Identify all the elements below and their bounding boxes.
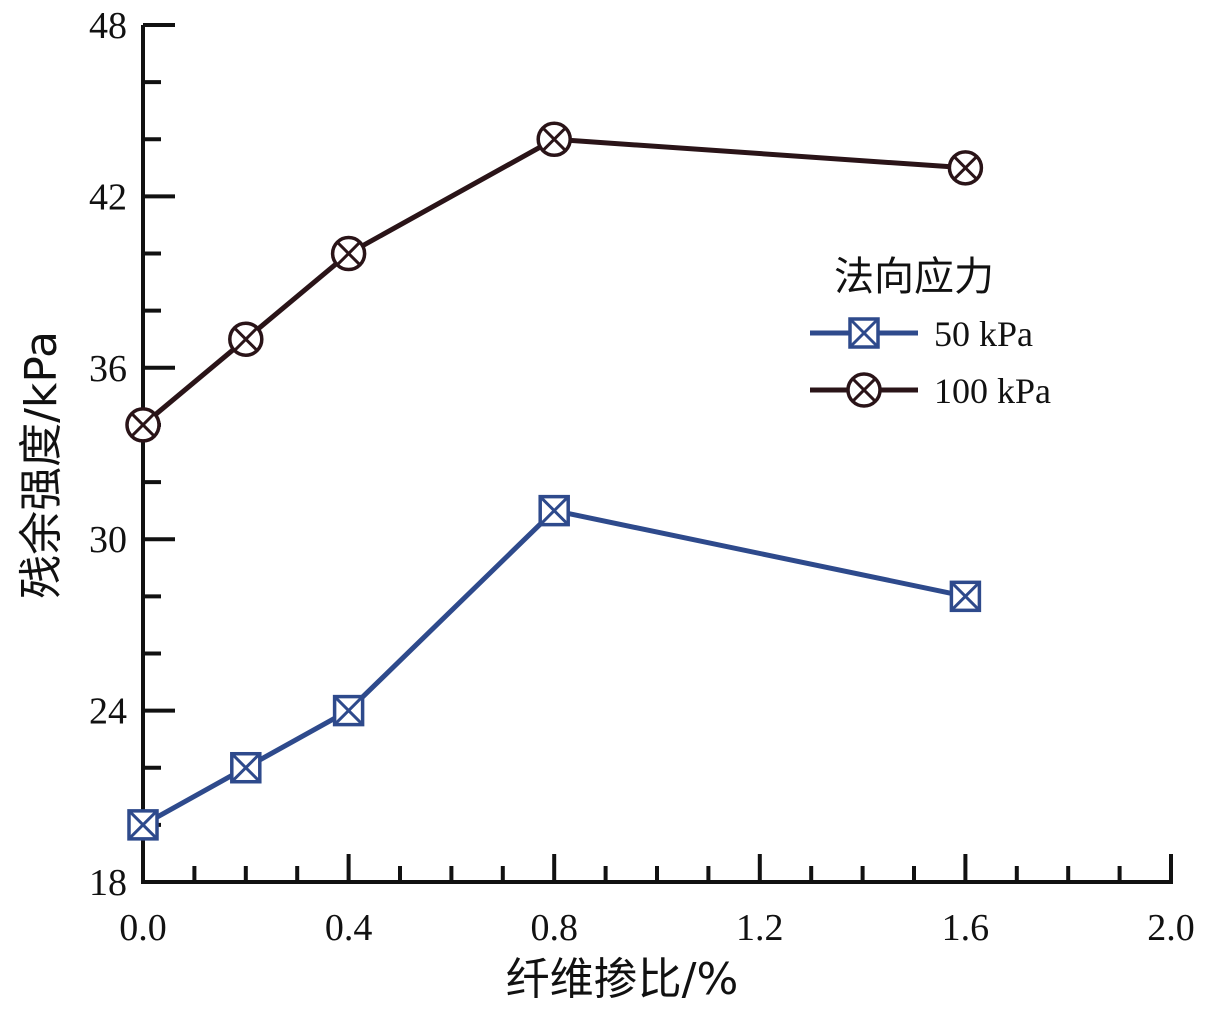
x-tick-label: 0.8 [530, 907, 578, 949]
legend-marker [848, 317, 880, 349]
marker-cross-line [848, 317, 880, 349]
series-1 [125, 121, 984, 443]
legend-label: 100 kPa [934, 371, 1051, 411]
y-tick-label: 18 [89, 862, 127, 904]
marker-cross-line [233, 326, 259, 352]
y-tick-label: 24 [89, 691, 127, 733]
x-tick-label: 0.0 [119, 907, 167, 949]
x-tick-label: 1.6 [942, 907, 990, 949]
y-tick-label: 48 [89, 5, 127, 47]
x-axis-title: 纤维掺比/% [506, 954, 739, 1005]
y-tick-label: 42 [89, 176, 127, 218]
data-point [538, 494, 570, 527]
y-tick-label: 36 [89, 348, 127, 390]
data-point [949, 580, 982, 613]
y-axis-ticks: 18 24 30 36 42 48 [89, 5, 175, 904]
series-layer [125, 121, 984, 841]
series-line [141, 508, 966, 828]
legend-label: 50 kPa [934, 314, 1033, 354]
legend-items: 50 kPa 100 kPa [810, 314, 1051, 411]
data-point [125, 407, 161, 443]
y-axis-title: 残余强度/kPa [16, 331, 67, 599]
axes [141, 25, 1173, 884]
data-point [230, 751, 262, 784]
data-point [127, 809, 159, 841]
legend-title: 法向应力 [834, 254, 994, 300]
x-tick-label: 0.4 [325, 907, 373, 949]
legend-item: 100 kPa [810, 371, 1051, 411]
series-0 [127, 494, 982, 841]
x-axis-ticks: 0.0 0.4 0.8 1.2 1.6 2.0 [119, 854, 1195, 949]
marker-cross-line [127, 809, 159, 840]
data-point [947, 150, 984, 186]
legend-item: 50 kPa [810, 314, 1033, 354]
marker-cross-line [539, 495, 570, 526]
x-tick-label: 2.0 [1147, 907, 1195, 949]
marker-cross-line [130, 412, 156, 438]
marker-cross-line [336, 241, 361, 266]
marker-cross-line [333, 695, 364, 726]
data-point [330, 235, 367, 272]
legend: 法向应力 50 kPa 100 kPa [810, 254, 1051, 411]
marker-cross-line [950, 581, 981, 612]
y-tick-label: 30 [89, 519, 127, 561]
x-tick-label: 1.2 [736, 907, 784, 949]
marker-cross-line [851, 377, 877, 403]
data-point [228, 321, 264, 357]
data-point [536, 121, 572, 158]
data-point [332, 694, 365, 727]
marker-cross-line [953, 155, 978, 181]
marker-cross-line [230, 752, 261, 783]
marker-cross-line [541, 126, 567, 152]
legend-marker [846, 372, 882, 408]
